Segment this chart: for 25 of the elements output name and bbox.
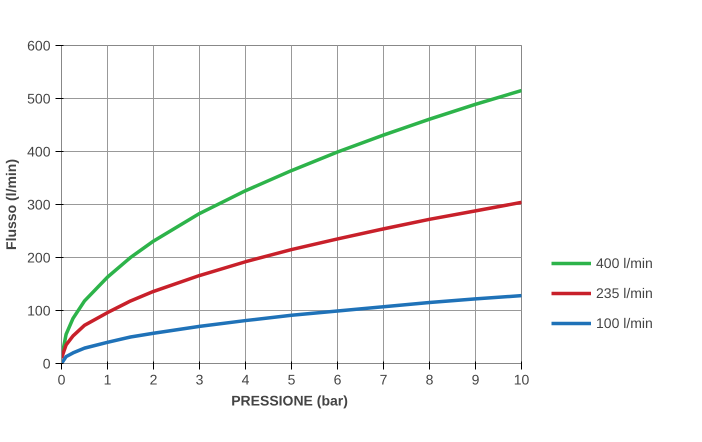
y-tick-label: 0 xyxy=(42,356,51,372)
x-tick-label: 4 xyxy=(242,372,250,388)
y-axis-title: Flusso (l/min) xyxy=(3,159,20,250)
x-tick-label: 5 xyxy=(288,372,296,388)
x-tick-label: 1 xyxy=(104,372,112,388)
x-tick-label: 10 xyxy=(514,372,530,388)
legend-label: 100 l/min xyxy=(596,315,653,331)
x-axis-title: PRESSIONE (bar) xyxy=(231,392,348,408)
x-tick-label: 2 xyxy=(150,372,158,388)
y-tick-label: 100 xyxy=(27,302,51,318)
y-tick-label: 400 xyxy=(27,144,51,160)
x-tick-label: 8 xyxy=(426,372,434,388)
y-tick-label: 600 xyxy=(27,38,51,54)
x-tick-label: 7 xyxy=(380,372,388,388)
y-tick-label: 500 xyxy=(27,90,51,106)
x-tick-label: 6 xyxy=(334,372,342,388)
line-series xyxy=(62,294,522,364)
x-tick-label: 9 xyxy=(472,372,480,388)
legend-label: 235 l/min xyxy=(596,285,653,301)
x-tick-label: 0 xyxy=(58,372,66,388)
y-tick-label: 200 xyxy=(27,250,51,266)
y-tick-label: 300 xyxy=(27,196,51,212)
legend-label: 400 l/min xyxy=(596,255,653,271)
x-tick-label: 3 xyxy=(196,372,204,388)
line-series xyxy=(62,200,522,360)
